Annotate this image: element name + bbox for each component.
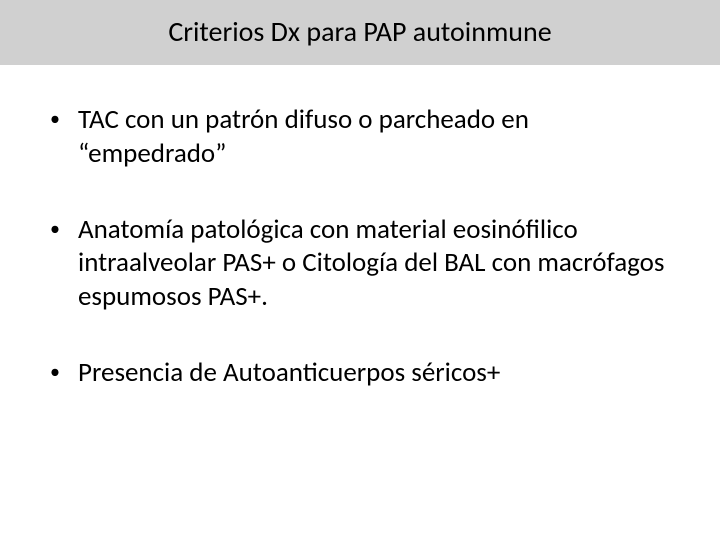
title-bar: Criterios Dx para PAP autoinmune <box>0 0 720 65</box>
slide-content: • TAC con un patrón difuso o parcheado e… <box>0 65 720 390</box>
bullet-text: TAC con un patrón difuso o parcheado en … <box>78 103 670 171</box>
list-item: • Presencia de Autoanticuerpos séricos+ <box>50 356 670 390</box>
bullet-text: Anatomía patológica con material eosinóf… <box>78 213 670 314</box>
bullet-icon: • <box>50 356 78 385</box>
slide-title: Criterios Dx para PAP autoinmune <box>0 14 720 49</box>
bullet-icon: • <box>50 213 78 242</box>
slide: Criterios Dx para PAP autoinmune • TAC c… <box>0 0 720 540</box>
list-item: • Anatomía patológica con material eosin… <box>50 213 670 314</box>
bullet-text: Presencia de Autoanticuerpos séricos+ <box>78 356 670 390</box>
list-item: • TAC con un patrón difuso o parcheado e… <box>50 103 670 171</box>
bullet-icon: • <box>50 103 78 132</box>
